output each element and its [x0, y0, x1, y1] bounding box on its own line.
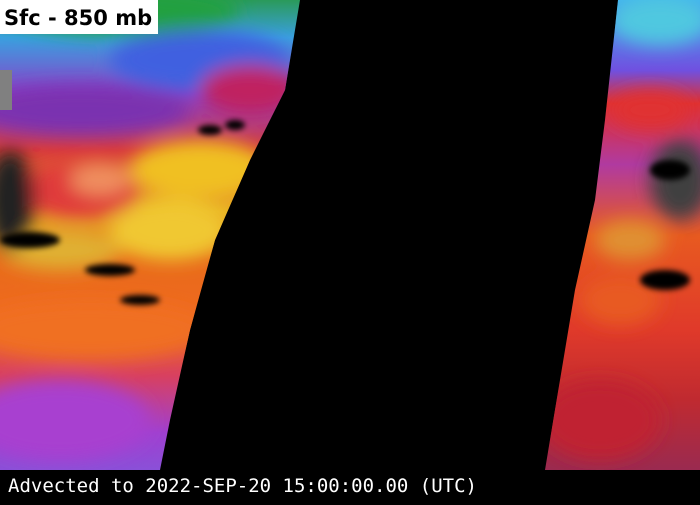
layer-title: Sfc - 850 mb	[4, 6, 152, 30]
moisture-blobs	[545, 0, 700, 460]
moisture-blobs	[0, 0, 300, 460]
land-shadows	[0, 120, 245, 305]
title-box	[0, 0, 158, 34]
missing-data	[0, 70, 12, 110]
timestamp-bar	[0, 470, 562, 500]
timestamp: Advected to 2022-SEP-20 15:00:00.00 (UTC…	[8, 475, 477, 497]
land-shadows	[640, 160, 690, 290]
